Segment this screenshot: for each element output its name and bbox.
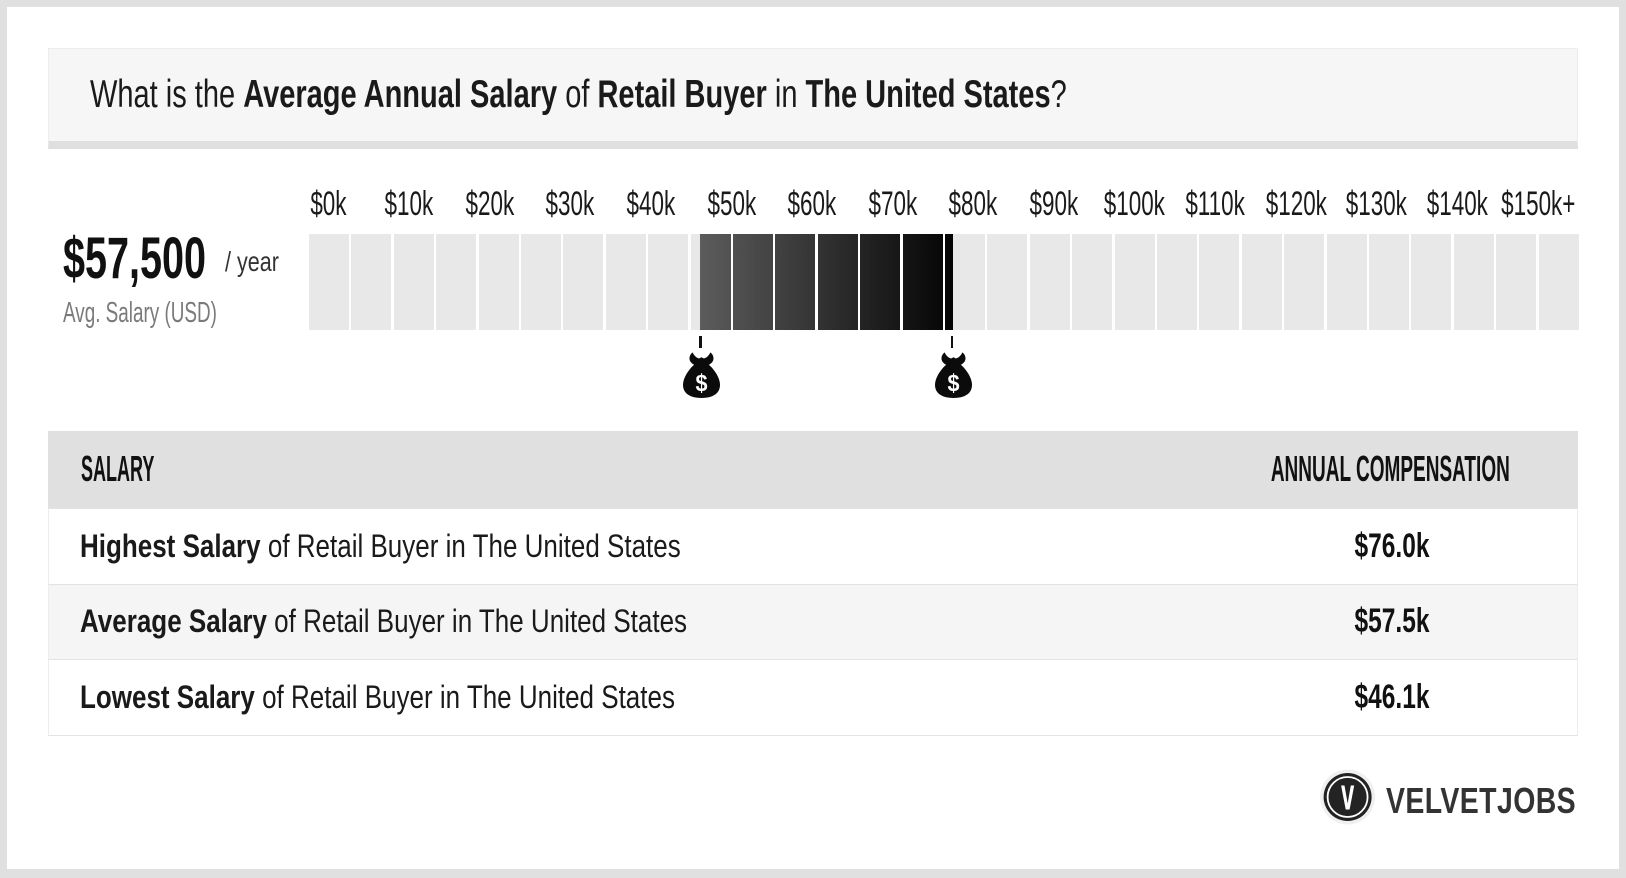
svg-text:$: $ xyxy=(947,369,959,397)
svg-text:$: $ xyxy=(696,369,708,397)
